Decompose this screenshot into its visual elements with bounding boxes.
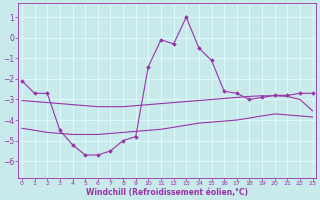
X-axis label: Windchill (Refroidissement éolien,°C): Windchill (Refroidissement éolien,°C) bbox=[86, 188, 248, 197]
